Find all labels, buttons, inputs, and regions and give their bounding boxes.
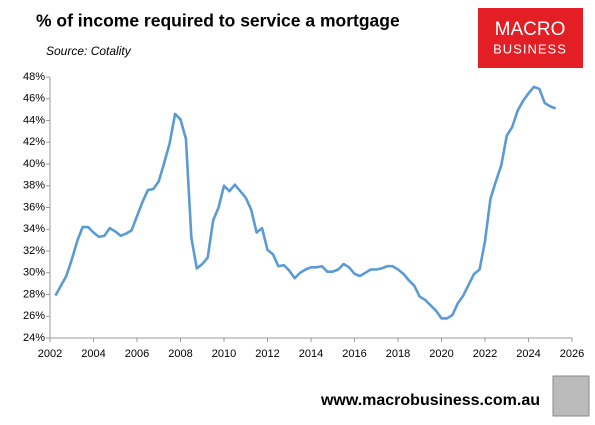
x-tick-label: 2004 — [81, 348, 105, 360]
chart-title: % of income required to service a mortga… — [36, 11, 400, 31]
chart-subtitle: Source: Cotality — [46, 44, 132, 58]
x-tick-label: 2002 — [38, 348, 62, 360]
y-tick-label: 48% — [23, 71, 45, 83]
footer-url: www.macrobusiness.com.au — [320, 392, 540, 409]
x-tick-label: 2008 — [168, 348, 192, 360]
x-tick-label: 2018 — [386, 348, 410, 360]
y-tick-label: 36% — [23, 201, 45, 213]
x-tick-label: 2016 — [342, 348, 366, 360]
logo-box — [478, 8, 583, 68]
x-tick-label: 2006 — [125, 348, 149, 360]
y-tick-label: 28% — [23, 288, 45, 300]
data-line — [54, 85, 557, 320]
x-tick-label: 2024 — [516, 348, 540, 360]
x-tick-label: 2010 — [212, 348, 236, 360]
y-tick-label: 34% — [23, 223, 45, 235]
y-tick-label: 46% — [23, 93, 45, 105]
logo-line1: MACRO — [495, 19, 566, 40]
logo-icon — [552, 375, 590, 417]
x-tick-label: 2026 — [560, 348, 584, 360]
x-tick-label: 2022 — [473, 348, 497, 360]
x-tick-label: 2014 — [299, 348, 323, 360]
y-tick-label: 42% — [23, 136, 45, 148]
y-tick-label: 30% — [23, 267, 45, 279]
logo-line2: BUSINESS — [493, 41, 567, 56]
y-tick-label: 44% — [23, 114, 45, 126]
x-tick-label: 2012 — [255, 348, 279, 360]
y-tick-label: 24% — [23, 332, 45, 344]
x-tick-label: 2020 — [429, 348, 453, 360]
y-tick-label: 38% — [23, 180, 45, 192]
y-tick-label: 40% — [23, 158, 45, 170]
y-tick-label: 26% — [23, 310, 45, 322]
y-tick-label: 32% — [23, 245, 45, 257]
